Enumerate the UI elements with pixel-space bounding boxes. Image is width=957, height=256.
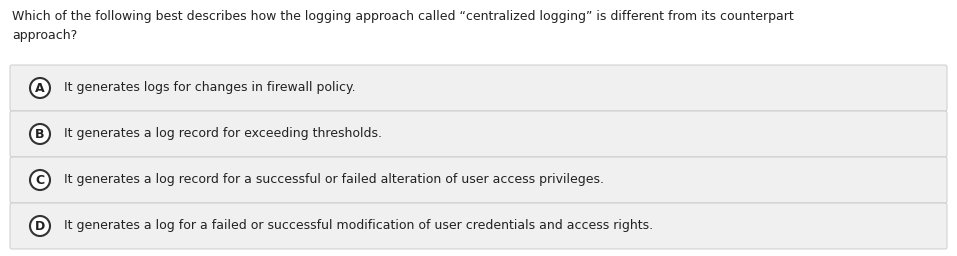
Text: C: C [35, 174, 45, 187]
FancyBboxPatch shape [10, 111, 947, 157]
Text: It generates a log record for exceeding thresholds.: It generates a log record for exceeding … [64, 127, 382, 141]
Text: Which of the following best describes how the logging approach called “centraliz: Which of the following best describes ho… [12, 10, 793, 42]
Ellipse shape [30, 170, 50, 190]
Text: It generates a log record for a successful or failed alteration of user access p: It generates a log record for a successf… [64, 174, 604, 187]
Text: B: B [35, 127, 45, 141]
Text: A: A [35, 81, 45, 94]
Ellipse shape [30, 216, 50, 236]
FancyBboxPatch shape [10, 203, 947, 249]
Ellipse shape [30, 78, 50, 98]
FancyBboxPatch shape [10, 65, 947, 111]
Text: It generates logs for changes in firewall policy.: It generates logs for changes in firewal… [64, 81, 356, 94]
Text: D: D [34, 219, 45, 232]
FancyBboxPatch shape [10, 157, 947, 203]
Ellipse shape [30, 124, 50, 144]
Text: It generates a log for a failed or successful modification of user credentials a: It generates a log for a failed or succe… [64, 219, 653, 232]
